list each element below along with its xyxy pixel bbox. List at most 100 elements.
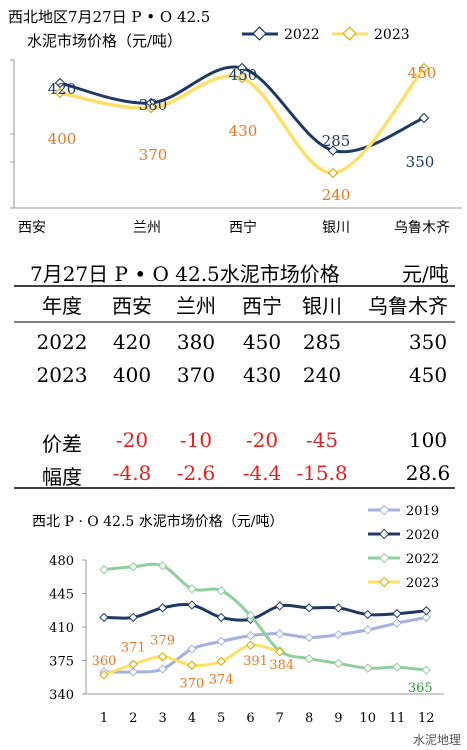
chart2-label-2023-2: 371 bbox=[121, 640, 146, 655]
chart2-point-2022-11 bbox=[392, 662, 402, 672]
chart2-label-2022-12: 365 bbox=[408, 681, 433, 696]
chart2-ytick-445: 445 bbox=[49, 588, 74, 603]
chart2-series-2020-line bbox=[103, 602, 427, 622]
chart1-label-2023-西宁: 430 bbox=[229, 122, 258, 140]
chart2-point-2023-4 bbox=[187, 660, 197, 670]
watermark: 水泥地理 bbox=[412, 733, 461, 747]
table-unit: 元/吨 bbox=[402, 262, 449, 286]
table-header-0: 年度 bbox=[42, 294, 82, 318]
table-cell-r0-c4: 285 bbox=[302, 330, 342, 354]
chart2-point-2022-4 bbox=[187, 584, 197, 594]
table-diff-r1-c5: 28.6 bbox=[405, 461, 451, 485]
chart2-legend-marker-2019 bbox=[378, 504, 390, 516]
chart1-legend-2022: 2022 bbox=[284, 27, 320, 43]
table-diff-r1-c2: -2.6 bbox=[176, 461, 216, 485]
chart2-point-2023-7 bbox=[275, 647, 285, 657]
chart2-point-2020-1 bbox=[99, 612, 109, 623]
chart2-ytick-410: 410 bbox=[49, 621, 74, 636]
chart1-label-2022-乌鲁木齐: 350 bbox=[406, 153, 435, 171]
table-cell-r1-c1: 400 bbox=[112, 363, 152, 387]
chart2-point-2019-9 bbox=[333, 629, 344, 640]
chart2-xlabel-4: 4 bbox=[188, 711, 196, 726]
chart2-point-2019-3 bbox=[157, 664, 168, 674]
chart1-xlabel-兰州: 兰州 bbox=[133, 220, 161, 236]
chart2-point-2022-10 bbox=[363, 663, 373, 673]
chart2-point-2019-2 bbox=[128, 667, 138, 677]
chart2-label-2023-5: 374 bbox=[209, 672, 234, 687]
chart2-xlabel-7: 7 bbox=[276, 711, 284, 726]
chart2-point-2019-8 bbox=[304, 632, 314, 643]
chart2-xlabel-5: 5 bbox=[217, 711, 225, 726]
chart2-point-2022-8 bbox=[304, 653, 314, 664]
table-diff-r1-c1: -4.8 bbox=[112, 461, 152, 485]
table-header-3: 西宁 bbox=[242, 294, 282, 318]
chart2-label-2023-7: 384 bbox=[269, 658, 294, 673]
table-cell-r0-c0: 2022 bbox=[36, 330, 88, 354]
monthly-price-chart: 西北 P · O 42.5 水泥市场价格（元/吨） 20192020202220… bbox=[32, 504, 444, 726]
table-cell-r0-c2: 380 bbox=[176, 330, 216, 354]
chart2-legend-label-2022: 2022 bbox=[406, 552, 439, 567]
chart2-point-2019-11 bbox=[392, 618, 402, 628]
chart2-xlabel-10: 10 bbox=[359, 711, 376, 726]
chart2-label-2023-4: 370 bbox=[179, 676, 204, 691]
chart2-point-2023-1 bbox=[99, 670, 109, 680]
table-diff-r0-c5: 100 bbox=[408, 428, 448, 452]
table-header-4: 银川 bbox=[302, 294, 342, 318]
table-cell-r1-c4: 240 bbox=[302, 363, 342, 387]
chart1-point-2022-西安 bbox=[54, 77, 66, 89]
chart2-point-2020-10 bbox=[363, 609, 373, 620]
chart2-point-2023-6 bbox=[245, 640, 256, 650]
chart2-point-2019-10 bbox=[363, 625, 373, 635]
chart1-point-2023-西宁 bbox=[236, 72, 248, 84]
chart1-title-line2: 水泥市场价格（元/吨） bbox=[27, 32, 182, 50]
price-table: 7月27日 P • O 42.5水泥市场价格 元/吨 年度 西安 兰州 西宁 银川 乌鲁木… bbox=[0, 256, 467, 492]
chart1-label-2022-西宁: 450 bbox=[229, 66, 258, 84]
chart2-ytick-480: 480 bbox=[49, 554, 74, 569]
chart2-point-2020-5 bbox=[216, 612, 226, 623]
chart2-legend: 2019 2020 2022 2023 bbox=[368, 504, 439, 591]
chart1-xlabel-西安: 西安 bbox=[18, 220, 46, 236]
table-cell-r0-c1: 420 bbox=[112, 330, 152, 354]
chart2-point-2020-11 bbox=[392, 608, 402, 619]
table-header-2: 兰州 bbox=[176, 294, 216, 318]
table-diff-r1-c4: -15.8 bbox=[296, 461, 348, 485]
chart1-legend-2023: 2023 bbox=[374, 27, 410, 43]
chart2-point-2022-12 bbox=[421, 665, 431, 675]
chart2-point-2020-8 bbox=[304, 603, 314, 613]
table-header-5: 乌鲁木齐 bbox=[368, 294, 448, 318]
chart2-label-2023-1: 360 bbox=[92, 654, 117, 669]
city-price-chart: 西北地区7月27日 P • O 42.5 水泥市场价格（元/吨） 2022 20… bbox=[8, 8, 462, 236]
table-cell-r1-c5: 450 bbox=[408, 363, 448, 387]
chart2-point-2019-5 bbox=[216, 636, 226, 647]
chart1-label-2023-兰州: 370 bbox=[139, 146, 168, 164]
chart2-point-2020-9 bbox=[333, 603, 344, 613]
chart2-point-2022-1 bbox=[99, 564, 109, 575]
chart2-xlabel-2: 2 bbox=[129, 711, 137, 726]
table-diff-r0-c1: -20 bbox=[115, 428, 149, 452]
chart1-point-2022-乌鲁木齐 bbox=[418, 112, 430, 124]
table-cell-r0-c5: 350 bbox=[408, 330, 448, 354]
chart2-point-2022-9 bbox=[333, 658, 344, 669]
chart2-point-2019-6 bbox=[245, 630, 256, 641]
chart2-point-2022-2 bbox=[128, 562, 138, 572]
chart2-point-2019-12 bbox=[421, 612, 431, 623]
chart1-label-2022-兰州: 380 bbox=[139, 96, 168, 114]
chart1-label-2023-西安: 400 bbox=[48, 130, 77, 148]
chart1-xlabel-银川: 银川 bbox=[322, 220, 350, 236]
chart1-point-2022-银川 bbox=[327, 145, 339, 156]
chart2-title: 西北 P · O 42.5 水泥市场价格（元/吨） bbox=[32, 513, 284, 530]
table-cell-r1-c2: 370 bbox=[176, 363, 216, 387]
chart2-point-2020-2 bbox=[128, 612, 138, 623]
chart1-label-2022-银川: 285 bbox=[322, 132, 351, 150]
chart2-point-2020-7 bbox=[275, 601, 285, 611]
chart2-point-2020-4 bbox=[187, 600, 197, 610]
chart2-point-2022-5 bbox=[216, 585, 226, 596]
chart2-point-2022-6 bbox=[245, 610, 256, 621]
chart2-legend-marker-2022 bbox=[378, 552, 390, 564]
chart2-xlabel-1: 1 bbox=[100, 711, 108, 726]
chart1-point-2023-兰州 bbox=[145, 102, 157, 114]
table-cell-r1-c0: 2023 bbox=[36, 363, 88, 387]
chart2-xlabel-6: 6 bbox=[246, 711, 254, 726]
chart2-ytick-375: 375 bbox=[49, 655, 74, 670]
chart1-point-2023-乌鲁木齐 bbox=[418, 62, 430, 74]
